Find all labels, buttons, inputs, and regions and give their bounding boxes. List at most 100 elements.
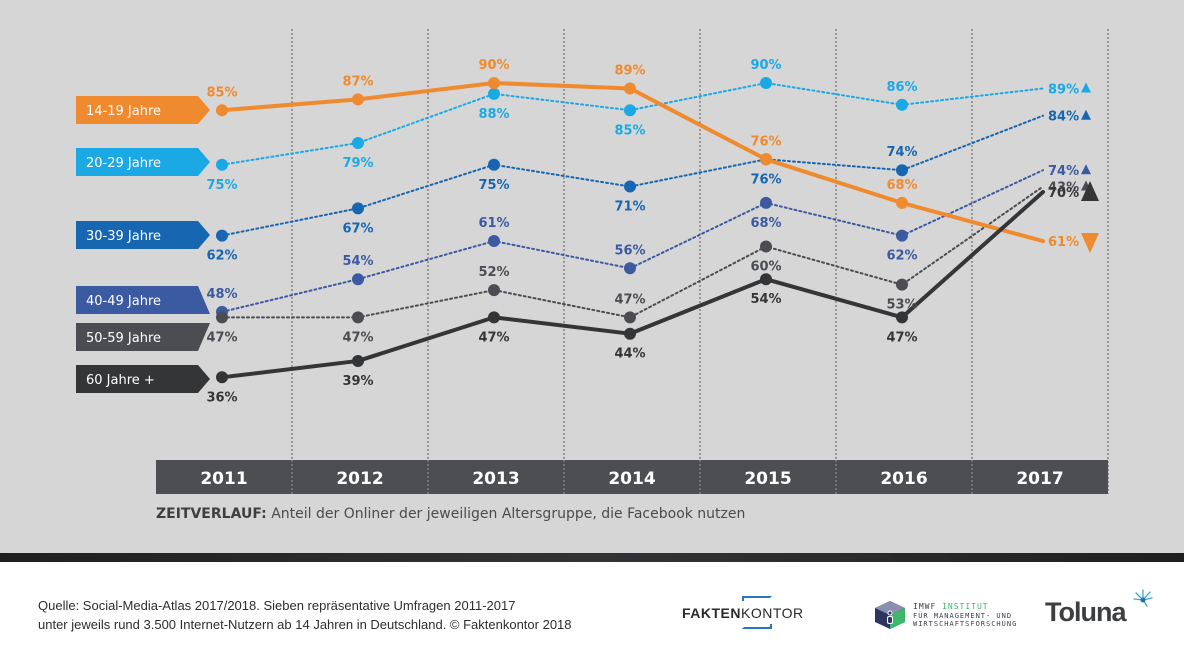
data-label: 62%: [886, 249, 917, 264]
faktenkontor-frame-icon: [742, 596, 772, 629]
data-label: 54%: [750, 292, 781, 307]
x-tick-label: 2017: [1016, 469, 1063, 489]
data-label: 47%: [478, 330, 509, 345]
data-point: [624, 327, 636, 340]
data-point: [624, 311, 636, 324]
x-tick-label: 2016: [880, 469, 927, 489]
legend-tag-label: 40-49 Jahre: [86, 294, 161, 309]
data-point: [352, 93, 364, 106]
data-point: [896, 196, 908, 209]
legend-tag-label: 50-59 Jahre: [86, 331, 161, 346]
toluna-spark-icon: [1133, 589, 1153, 607]
imwf-logo-institut: INSTITUT: [942, 602, 989, 611]
legend-tag-shape: [76, 286, 210, 314]
trend-up-icon: [1081, 181, 1099, 201]
data-point: [352, 202, 364, 215]
data-label: 60%: [750, 260, 781, 275]
faktenkontor-logo: FAKTENKONTOR: [682, 596, 832, 630]
data-label: 53%: [886, 298, 917, 313]
data-labels: 75% 79% 88% 85% 90% 86% 89% 62% 67% 75% 71% 76% 74% 8…: [206, 58, 1099, 405]
data-label: 48%: [206, 287, 237, 302]
data-label: 76%: [750, 172, 781, 187]
data-point: [488, 158, 500, 171]
source-line-2: unter jeweils rund 3.500 Internet-Nutzer…: [38, 617, 572, 632]
data-label: 67%: [342, 221, 373, 236]
data-point: [760, 196, 772, 209]
caption-bold: ZEITVERLAUF:: [156, 506, 267, 522]
end-value-label: 74%: [1048, 164, 1079, 179]
data-label: 74%: [886, 145, 917, 160]
data-point: [216, 371, 228, 384]
legend-tag-shape: [76, 221, 210, 249]
data-point: [488, 311, 500, 324]
trend-down-icon: [1081, 233, 1099, 254]
data-label: 76%: [750, 134, 781, 149]
data-point: [352, 311, 364, 324]
legend-tag: 20-29 Jahre: [76, 148, 210, 176]
trend-up-icon: [1081, 82, 1091, 93]
chart-caption: ZEITVERLAUF: Anteil der Onliner der jewe…: [156, 506, 745, 522]
x-tick-label: 2014: [608, 469, 655, 489]
data-label: 71%: [614, 200, 645, 215]
data-point: [216, 158, 228, 171]
data-label: 44%: [614, 347, 645, 362]
data-point: [896, 278, 908, 291]
data-point: [760, 153, 772, 166]
year-axis-bar: 2011 2012 2013 2014 2015 2016 2017: [156, 460, 1108, 494]
imwf-cube-icon: [875, 601, 905, 629]
data-point: [488, 284, 500, 297]
data-point: [488, 77, 500, 89]
data-point: [760, 273, 772, 286]
legend-tag: 14-19 Jahre: [76, 96, 210, 124]
data-point: [624, 82, 636, 95]
faktenkontor-logo-light: KONTOR: [741, 605, 804, 621]
data-label: 39%: [342, 374, 373, 389]
x-tick-label: 2012: [336, 469, 383, 489]
legend-tag-label: 30-39 Jahre: [86, 229, 161, 244]
legend-tag-shape: [76, 365, 210, 393]
data-point: [896, 311, 908, 324]
data-point: [760, 240, 772, 253]
toluna-logo: Toluna: [1045, 597, 1126, 627]
data-label: 52%: [478, 265, 509, 280]
x-tick-label: 2011: [200, 469, 247, 489]
source-line-1: Quelle: Social-Media-Atlas 2017/2018. Si…: [38, 598, 516, 613]
data-point: [896, 164, 908, 177]
legend-tags: 14-19 Jahre 20-29 Jahre 30-39 Jahre 40-49 J…: [76, 96, 210, 393]
chart-area: 2011 2012 2013 2014 2015 2016 2017 14-19 Jahre…: [0, 0, 1184, 553]
data-label: 89%: [614, 63, 645, 78]
data-point: [216, 104, 228, 117]
data-label: 47%: [614, 292, 645, 307]
data-label: 68%: [750, 216, 781, 231]
imwf-logo: IMWF INSTITUT FÜR MANAGEMENT- UND WIRTSC…: [873, 600, 1023, 630]
data-point: [352, 136, 364, 149]
legend-tag: 50-59 Jahre: [76, 323, 210, 351]
end-value-label: 61%: [1048, 235, 1079, 250]
legend-tag-shape: [76, 96, 210, 124]
line-chart: 2011 2012 2013 2014 2015 2016 2017 14-19 Jahre…: [76, 29, 1109, 494]
data-point: [488, 235, 500, 248]
data-point: [352, 354, 364, 367]
data-label: 61%: [478, 216, 509, 231]
trend-up-icon: [1081, 164, 1091, 175]
data-point: [896, 229, 908, 242]
caption-text: Anteil der Onliner der jeweiligen Alters…: [266, 506, 746, 522]
data-label: 85%: [614, 123, 645, 138]
x-tick-label: 2013: [472, 469, 519, 489]
legend-tag-label: 20-29 Jahre: [86, 156, 161, 171]
grid-layer: [291, 29, 1109, 494]
data-label: 90%: [478, 58, 509, 73]
data-label: 47%: [886, 330, 917, 345]
data-label: 79%: [342, 156, 373, 171]
end-value-label: 89%: [1048, 82, 1079, 97]
data-point: [624, 180, 636, 193]
legend-tag-label: 60 Jahre +: [86, 373, 155, 388]
end-value-label: 43%: [1048, 181, 1079, 196]
data-label: 87%: [342, 74, 373, 89]
faktenkontor-logo-bold: FAKTEN: [682, 605, 741, 621]
legend-tag: 60 Jahre +: [76, 365, 210, 393]
divider-band: [0, 553, 1184, 562]
data-label: 47%: [206, 330, 237, 345]
data-label: 86%: [886, 80, 917, 95]
data-label: 68%: [886, 178, 917, 193]
